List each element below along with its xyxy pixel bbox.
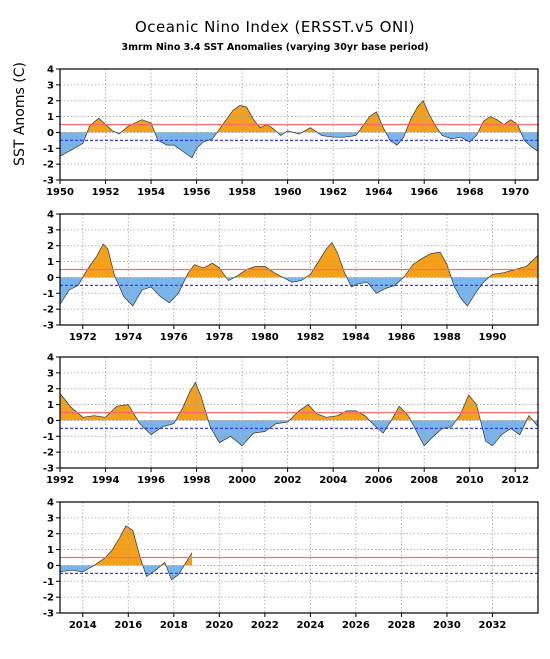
y-tick-label: 3 (47, 225, 54, 236)
y-tick-label: 0 (47, 273, 54, 284)
x-tick-label: 1954 (137, 187, 165, 198)
y-tick-label: -3 (43, 176, 54, 187)
chart-title: Oceanic Nino Index (ERSST.v5 ONI) (134, 18, 415, 36)
x-tick-label: 2022 (251, 620, 279, 631)
positive-anomaly-area (60, 242, 538, 278)
negative-anomaly-area (137, 420, 538, 446)
x-tick-label: 2018 (160, 620, 188, 631)
x-tick-label: 2028 (388, 620, 416, 631)
panel-frame (59, 213, 539, 326)
x-tick-label: 1998 (183, 475, 211, 486)
anomaly-line (59, 525, 193, 581)
x-tick-label: 2030 (433, 620, 461, 631)
y-tick-label: 2 (47, 241, 54, 252)
y-tick-label: 1 (47, 257, 54, 268)
y-tick-label: 1 (47, 400, 54, 411)
y-tick-label: 2 (47, 529, 54, 540)
panel-frame (59, 68, 539, 181)
y-tick-label: 2 (47, 96, 54, 107)
anomaly-line (59, 381, 539, 447)
x-tick-label: 2020 (205, 620, 233, 631)
x-tick-label: 1974 (114, 332, 142, 343)
y-tick-label: 0 (47, 561, 54, 572)
y-tick-label: -2 (43, 305, 54, 316)
positive-anomaly-area (60, 100, 538, 133)
x-tick-label: 1958 (228, 187, 256, 198)
y-tick-label: -2 (43, 593, 54, 604)
y-tick-label: 2 (47, 384, 54, 395)
y-tick-label: -1 (43, 432, 54, 443)
x-tick-label: 1960 (274, 187, 302, 198)
y-tick-label: -2 (43, 448, 54, 459)
x-tick-label: 1994 (92, 475, 120, 486)
x-tick-label: 1966 (410, 187, 438, 198)
y-tick-label: 4 (47, 210, 54, 221)
x-tick-label: 1990 (479, 332, 507, 343)
chart-subtitle: 3mrm Nino 3.4 SST Anomalies (varying 30y… (121, 42, 429, 53)
y-tick-label: -2 (43, 160, 54, 171)
y-tick-label: -1 (43, 144, 54, 155)
y-tick-label: -3 (43, 321, 54, 332)
x-tick-label: 1988 (433, 332, 461, 343)
y-tick-label: 4 (47, 65, 54, 76)
y-tick-label: -3 (43, 609, 54, 620)
y-tick-label: -3 (43, 464, 54, 475)
x-tick-label: 2010 (456, 475, 484, 486)
y-tick-label: 3 (47, 80, 54, 91)
y-tick-label: 0 (47, 416, 54, 427)
y-tick-label: 4 (47, 353, 54, 364)
x-tick-label: 1984 (342, 332, 370, 343)
x-tick-label: 1982 (296, 332, 324, 343)
x-tick-label: 2026 (342, 620, 370, 631)
y-tick-label: 3 (47, 513, 54, 524)
x-tick-label: 2000 (228, 475, 256, 486)
x-tick-label: 2006 (365, 475, 393, 486)
negative-anomaly-area (60, 132, 538, 158)
x-tick-label: 2032 (479, 620, 507, 631)
negative-anomaly-area (60, 277, 489, 306)
y-tick-label: 1 (47, 112, 54, 123)
positive-anomaly-area (60, 525, 192, 566)
y-tick-label: 1 (47, 545, 54, 556)
x-tick-label: 1976 (160, 332, 188, 343)
x-tick-label: 1964 (365, 187, 393, 198)
x-tick-label: 1980 (251, 332, 279, 343)
x-tick-label: 2014 (69, 620, 97, 631)
y-tick-label: -1 (43, 577, 54, 588)
x-tick-label: 2024 (296, 620, 324, 631)
x-tick-label: 1992 (46, 475, 74, 486)
y-tick-label: 4 (47, 498, 54, 509)
x-tick-label: 1970 (501, 187, 529, 198)
x-tick-label: 1986 (388, 332, 416, 343)
x-tick-label: 1952 (92, 187, 120, 198)
y-tick-label: 0 (47, 128, 54, 139)
x-tick-label: 2004 (319, 475, 347, 486)
x-tick-label: 2008 (410, 475, 438, 486)
panel-frame (59, 356, 539, 469)
x-tick-label: 1956 (183, 187, 211, 198)
panel-frame (59, 501, 539, 614)
x-tick-label: 1972 (69, 332, 97, 343)
y-tick-label: 3 (47, 368, 54, 379)
x-tick-label: 1996 (137, 475, 165, 486)
anomaly-line (59, 241, 539, 307)
negative-anomaly-area (60, 565, 185, 580)
y-tick-label: -1 (43, 289, 54, 300)
x-tick-label: 1968 (456, 187, 484, 198)
x-tick-label: 2012 (501, 475, 529, 486)
x-tick-label: 2016 (114, 620, 142, 631)
x-tick-label: 1978 (205, 332, 233, 343)
x-tick-label: 1950 (46, 187, 74, 198)
x-tick-label: 1962 (319, 187, 347, 198)
x-tick-label: 2002 (274, 475, 302, 486)
